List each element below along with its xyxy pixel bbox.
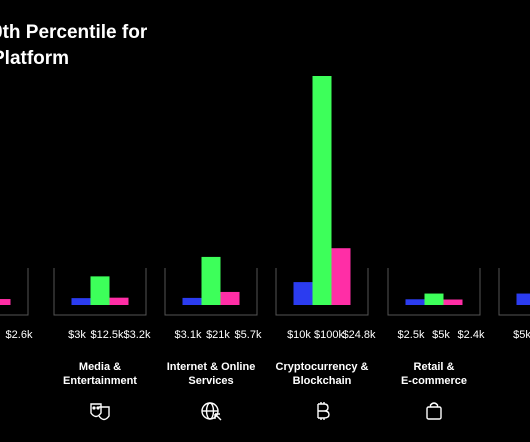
value-label: $5k	[432, 329, 450, 341]
bar	[0, 299, 11, 305]
group-frame	[275, 268, 369, 316]
bar	[109, 297, 129, 305]
bar	[71, 298, 91, 305]
group-frame	[164, 268, 258, 316]
bar	[90, 276, 110, 305]
value-label: $3.1k	[175, 329, 202, 341]
category-label: Blockchain	[293, 375, 352, 387]
shopping-bag-icon	[426, 402, 442, 420]
bar	[293, 282, 313, 305]
value-label: $2.4k	[458, 329, 485, 341]
bar	[331, 248, 351, 305]
value-label: $5.7k	[235, 329, 262, 341]
value-label: $3.2k	[124, 329, 151, 341]
value-label: $2.5k	[398, 329, 425, 341]
value-label: $100k	[314, 329, 344, 341]
group-frame	[387, 268, 481, 316]
value-label: $2.6k	[6, 329, 33, 341]
bar	[312, 76, 332, 305]
bar	[201, 256, 221, 305]
chart-title: 0th Percentile for Platform	[0, 22, 148, 69]
value-label: $3k	[68, 329, 86, 341]
bar	[220, 291, 240, 305]
value-label: $21k	[206, 329, 230, 341]
category-label: E-commerce	[401, 375, 467, 387]
bar	[405, 299, 425, 305]
bar	[424, 293, 444, 305]
bar	[182, 297, 202, 305]
category-label: Internet & Online	[167, 361, 256, 373]
value-label: $12.5k	[90, 329, 124, 341]
value-label: $10k	[287, 329, 311, 341]
bar	[516, 293, 530, 305]
bitcoin-icon	[317, 402, 330, 420]
category-label: Media &	[79, 361, 121, 373]
category-label: Retail &	[414, 361, 455, 373]
category-label: Services	[188, 375, 233, 387]
group-frame	[0, 268, 29, 316]
group-frame	[53, 268, 147, 316]
theater-masks-icon	[90, 403, 110, 421]
group-frame	[498, 268, 530, 316]
bar	[443, 299, 463, 305]
globe-icon	[201, 402, 222, 421]
value-label: $24.8k	[342, 329, 376, 341]
category-label: Cryptocurrency &	[276, 361, 369, 373]
category-label: Entertainment	[63, 375, 137, 387]
value-label: $5k	[513, 329, 530, 341]
